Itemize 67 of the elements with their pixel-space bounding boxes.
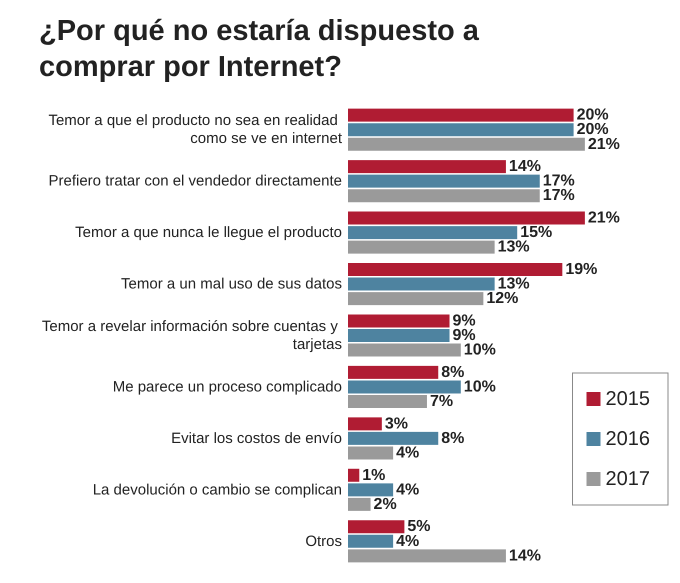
bar — [348, 432, 438, 445]
legend-label: 2015 — [606, 388, 650, 410]
legend-label: 2017 — [606, 468, 650, 490]
bar — [348, 262, 562, 276]
data-label: 10% — [464, 342, 496, 359]
y-tick-label: La devolución o cambio se complican — [92, 481, 342, 498]
data-label: 5% — [407, 518, 431, 536]
y-tick-label: Temor a un mal uso de sus datos — [121, 276, 342, 293]
data-label: 8% — [441, 430, 464, 447]
bar — [348, 366, 438, 379]
y-tick-label: Me parece un proceso complicado — [112, 378, 342, 396]
y-tick-label: Temor a que nunca le llegue el producto — [75, 224, 342, 242]
data-label: 7% — [430, 393, 454, 410]
y-tick-label: Temor a que el producto no sea en realidad como se ve en internet — [48, 112, 343, 148]
data-label: 4% — [396, 444, 420, 462]
data-label: 15% — [520, 224, 552, 242]
data-label: 17% — [542, 172, 575, 190]
data-label: 14% — [508, 547, 541, 564]
data-label: 12% — [486, 290, 518, 308]
bar — [348, 446, 394, 460]
bar — [348, 108, 574, 122]
data-label: 20% — [576, 106, 609, 124]
bar — [348, 226, 518, 240]
data-label: 19% — [565, 260, 598, 278]
bar — [348, 174, 540, 188]
bar — [348, 534, 394, 548]
bar — [348, 498, 371, 511]
data-label: 10% — [464, 378, 496, 396]
data-label: 17% — [542, 187, 575, 204]
bar — [348, 240, 495, 254]
data-label: 4% — [396, 532, 420, 550]
data-label: 1% — [362, 466, 386, 484]
bar — [348, 212, 585, 225]
bar — [348, 520, 404, 534]
bar — [348, 344, 461, 357]
data-label: 21% — [588, 136, 620, 153]
bar — [348, 189, 540, 202]
data-label: 2% — [374, 496, 397, 513]
bar — [348, 278, 495, 291]
y-tick-label: Evitar los costos de envío — [171, 430, 342, 447]
data-label: 3% — [384, 415, 408, 432]
bar — [348, 292, 484, 306]
bar — [348, 380, 461, 394]
data-label: 21% — [588, 210, 620, 227]
chart-title: ¿Por qué no estaría dispuesto a comprar por Internet? — [39, 15, 487, 83]
data-label: 14% — [508, 158, 541, 176]
data-label: 20% — [576, 121, 609, 138]
y-tick-label: Temor a revelar información sobre cuentas y tarjetas — [42, 318, 342, 353]
y-tick-label: Otros — [305, 532, 342, 550]
bar — [348, 468, 360, 482]
bar — [348, 395, 427, 408]
bar — [348, 549, 506, 562]
data-label: 13% — [498, 276, 530, 293]
data-label: 9% — [452, 327, 476, 344]
legend-label: 2016 — [606, 428, 650, 450]
bar — [348, 123, 574, 136]
data-label: 9% — [452, 312, 476, 330]
bar — [348, 483, 394, 496]
data-label: 4% — [396, 481, 420, 498]
data-label: 8% — [441, 364, 464, 381]
bar — [348, 329, 450, 342]
y-tick-label: Prefiero tratar con el vendedor directamente — [48, 172, 342, 190]
bar — [348, 138, 585, 151]
bar — [348, 417, 382, 430]
data-label: 13% — [498, 238, 530, 256]
bar — [348, 160, 506, 174]
bar — [348, 314, 450, 328]
